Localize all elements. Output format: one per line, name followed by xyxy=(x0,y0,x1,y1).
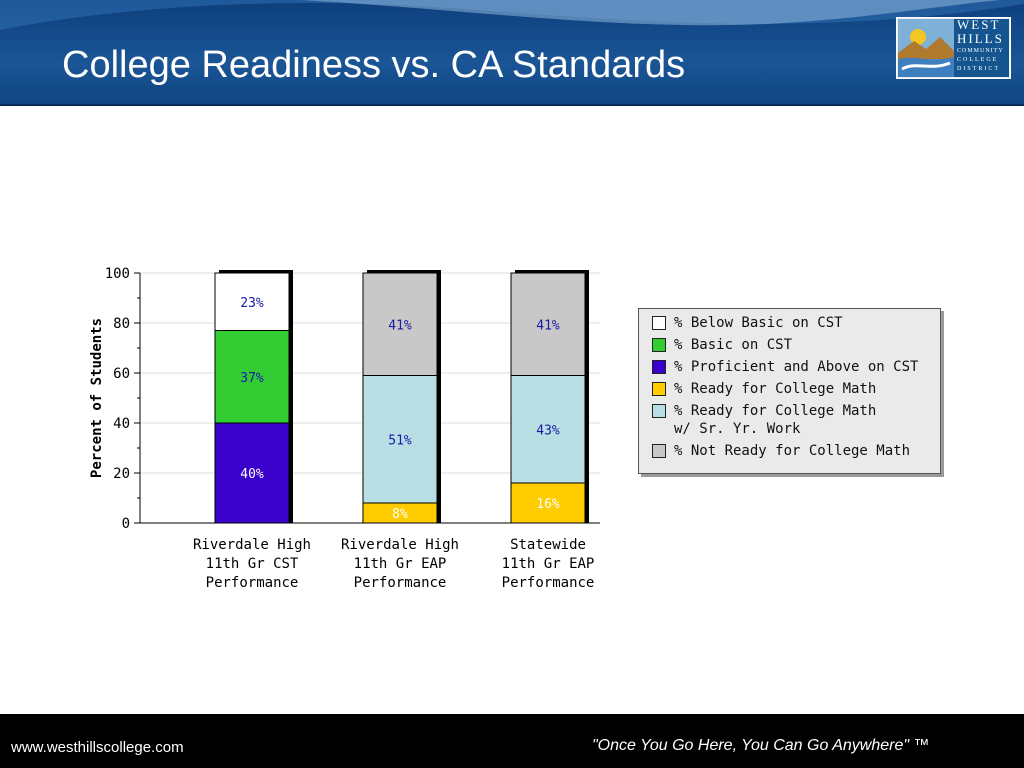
data-label: 41% xyxy=(536,318,560,333)
data-label: 40% xyxy=(240,467,264,482)
chart-legend: % Below Basic on CST % Basic on CST % Prof… xyxy=(638,308,941,474)
slide-header: College Readiness vs. CA Standards WEST … xyxy=(0,0,1024,106)
legend-item: % Basic on CST xyxy=(652,336,940,354)
y-tick-label: 0 xyxy=(122,516,130,532)
legend-item: % Proficient and Above on CST xyxy=(652,358,940,376)
x-tick-label: 11th Gr EAP xyxy=(502,556,595,572)
legend-label: % Ready for College Math w/ Sr. Yr. Work xyxy=(674,403,877,437)
y-axis-label: Percent of Students xyxy=(89,318,105,478)
legend-item: % Below Basic on CST xyxy=(652,314,940,332)
data-label: 41% xyxy=(388,318,412,333)
y-tick-label: 80 xyxy=(113,316,130,332)
y-tick-label: 60 xyxy=(113,366,130,382)
data-label: 23% xyxy=(240,296,264,311)
y-tick-label: 20 xyxy=(113,466,130,482)
bar-segment xyxy=(510,375,586,484)
x-tick-label: Performance xyxy=(206,575,299,591)
x-tick-label: Riverdale High xyxy=(341,537,459,553)
data-label: 37% xyxy=(240,371,264,386)
legend-swatch xyxy=(652,404,666,418)
x-tick-label: 11th Gr EAP xyxy=(354,556,447,572)
slide-footer: www.westhillscollege.com "Once You Go He… xyxy=(0,714,1024,768)
legend-swatch xyxy=(652,360,666,374)
bar-segment xyxy=(362,375,438,504)
x-tick-label: Performance xyxy=(502,575,595,591)
x-tick-label: Statewide xyxy=(510,537,586,553)
legend-swatch xyxy=(652,316,666,330)
legend-item: % Not Ready for College Math xyxy=(652,442,940,460)
header-swoosh xyxy=(0,0,1024,30)
x-tick-label: Performance xyxy=(354,575,447,591)
footer-tagline: "Once You Go Here, You Can Go Anywhere" … xyxy=(592,737,930,754)
logo-line3: COMMUNITY xyxy=(957,48,1004,54)
logo-line5: DISTRICT xyxy=(957,66,1000,72)
legend-label: % Ready for College Math xyxy=(674,381,877,397)
legend-item: % Ready for College Math xyxy=(652,380,940,398)
bar-segment xyxy=(214,330,290,424)
legend-swatch xyxy=(652,444,666,458)
legend-label: % Below Basic on CST xyxy=(674,315,843,331)
west-hills-logo xyxy=(896,17,1011,79)
x-tick-label: Riverdale High xyxy=(193,537,311,553)
data-label: 51% xyxy=(388,433,412,448)
legend-swatch xyxy=(652,382,666,396)
legend-item: % Ready for College Math w/ Sr. Yr. Work xyxy=(652,402,940,438)
bar-segment xyxy=(510,272,586,376)
logo-line1: WEST xyxy=(957,17,1001,32)
data-label: 8% xyxy=(392,507,408,522)
bar-segment xyxy=(362,272,438,376)
y-tick-label: 40 xyxy=(113,416,130,432)
legend-swatch xyxy=(652,338,666,352)
legend-label: % Not Ready for College Math xyxy=(674,443,911,459)
slide-title: College Readiness vs. CA Standards xyxy=(62,44,686,86)
legend-label: % Proficient and Above on CST xyxy=(674,359,919,375)
bar-segment xyxy=(510,482,586,524)
data-label: 43% xyxy=(536,423,560,438)
bar-segment xyxy=(214,272,290,331)
footer-url: www.westhillscollege.com xyxy=(11,739,184,756)
logo-line4: COLLEGE xyxy=(957,57,999,63)
logo-line2: HILLS xyxy=(957,31,1004,46)
data-label: 16% xyxy=(536,497,560,512)
stacked-bar-chart: 0 20 40 60 80 100 Percent of Students 40% 37% 23%… xyxy=(89,266,600,591)
bar-segment xyxy=(214,422,290,524)
y-tick-label: 100 xyxy=(105,266,130,282)
legend-label: % Basic on CST xyxy=(674,337,793,353)
x-tick-label: 11th Gr CST xyxy=(206,556,299,572)
